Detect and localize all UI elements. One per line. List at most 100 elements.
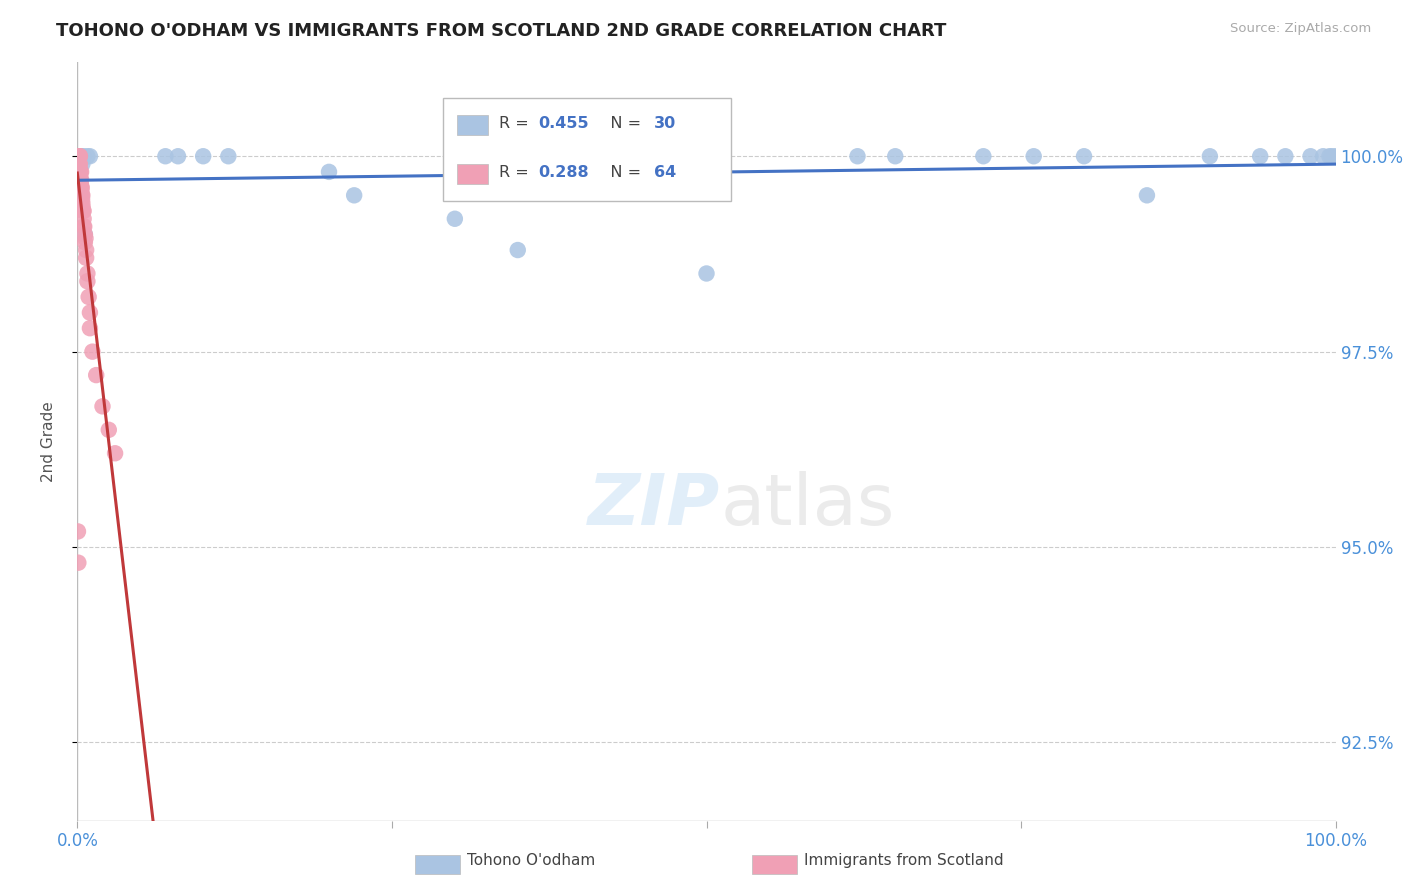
- Text: Tohono O'odham: Tohono O'odham: [467, 853, 595, 868]
- Point: [97, 423, 120, 437]
- Point: [67, 157, 90, 171]
- Point: [72, 157, 94, 171]
- Point: [1073, 149, 1095, 163]
- Point: [69, 149, 91, 163]
- Point: [76, 274, 98, 288]
- Point: [67, 149, 90, 163]
- Point: [67, 161, 90, 175]
- Point: [67, 149, 90, 163]
- Point: [104, 446, 127, 460]
- Point: [70, 165, 93, 179]
- Point: [66, 149, 89, 163]
- Point: [1249, 149, 1271, 163]
- Text: N =: N =: [595, 116, 645, 130]
- Y-axis label: 2nd Grade: 2nd Grade: [42, 401, 56, 482]
- Point: [75, 243, 97, 257]
- Point: [846, 149, 869, 163]
- Point: [67, 153, 90, 168]
- Text: 64: 64: [654, 165, 676, 179]
- Point: [72, 149, 94, 163]
- Point: [67, 161, 90, 175]
- Point: [82, 344, 104, 359]
- Point: [167, 149, 190, 163]
- Point: [972, 149, 994, 163]
- Point: [70, 172, 93, 186]
- Text: ZIP: ZIP: [588, 471, 720, 540]
- Point: [72, 188, 94, 202]
- Text: Source: ZipAtlas.com: Source: ZipAtlas.com: [1230, 22, 1371, 36]
- Point: [84, 368, 107, 383]
- Point: [76, 149, 98, 163]
- Point: [69, 169, 91, 183]
- Point: [69, 169, 91, 183]
- Point: [70, 177, 93, 191]
- Point: [79, 305, 101, 319]
- Point: [70, 188, 93, 202]
- Point: [72, 203, 94, 218]
- Point: [69, 165, 91, 179]
- Point: [73, 227, 96, 242]
- Point: [73, 219, 96, 234]
- Point: [69, 157, 91, 171]
- Point: [70, 185, 93, 199]
- Point: [67, 161, 90, 175]
- Text: atlas: atlas: [720, 471, 896, 540]
- Point: [76, 267, 98, 281]
- Point: [91, 400, 114, 414]
- Point: [1274, 149, 1296, 163]
- Point: [69, 172, 91, 186]
- Point: [67, 157, 90, 171]
- Point: [1324, 149, 1347, 163]
- Point: [70, 180, 93, 194]
- Point: [77, 290, 100, 304]
- Point: [191, 149, 215, 163]
- Point: [1299, 149, 1322, 163]
- Text: N =: N =: [595, 165, 645, 179]
- Point: [69, 165, 91, 179]
- Point: [73, 227, 96, 242]
- Point: [66, 165, 89, 179]
- Point: [72, 219, 94, 234]
- Point: [217, 149, 239, 163]
- Point: [1198, 149, 1220, 163]
- Point: [72, 196, 94, 211]
- Point: [506, 243, 529, 257]
- Point: [67, 149, 90, 163]
- Text: 30: 30: [654, 116, 676, 130]
- Point: [75, 251, 97, 265]
- Point: [67, 157, 90, 171]
- Point: [155, 149, 177, 163]
- Text: 0.455: 0.455: [538, 116, 589, 130]
- Text: 0.288: 0.288: [538, 165, 589, 179]
- Text: TOHONO O'ODHAM VS IMMIGRANTS FROM SCOTLAND 2ND GRADE CORRELATION CHART: TOHONO O'ODHAM VS IMMIGRANTS FROM SCOTLA…: [56, 22, 946, 40]
- Point: [1319, 149, 1341, 163]
- Point: [72, 200, 94, 214]
- Point: [67, 157, 90, 171]
- Point: [70, 180, 93, 194]
- Point: [67, 157, 90, 171]
- Point: [67, 165, 90, 179]
- Point: [1022, 149, 1045, 163]
- Text: R =: R =: [499, 116, 534, 130]
- Point: [66, 149, 89, 163]
- Point: [67, 149, 90, 163]
- Point: [67, 165, 90, 179]
- Point: [67, 556, 90, 570]
- Point: [343, 188, 366, 202]
- Text: Immigrants from Scotland: Immigrants from Scotland: [804, 853, 1004, 868]
- Point: [69, 149, 91, 163]
- Point: [318, 165, 340, 179]
- Point: [69, 188, 91, 202]
- Point: [1312, 149, 1334, 163]
- Point: [70, 192, 93, 206]
- Point: [1320, 149, 1343, 163]
- Point: [67, 165, 90, 179]
- Point: [696, 267, 718, 281]
- Point: [1136, 188, 1159, 202]
- Point: [73, 235, 96, 250]
- Point: [66, 524, 89, 539]
- Point: [75, 231, 97, 245]
- Point: [66, 157, 89, 171]
- Point: [444, 211, 467, 226]
- Point: [67, 149, 90, 163]
